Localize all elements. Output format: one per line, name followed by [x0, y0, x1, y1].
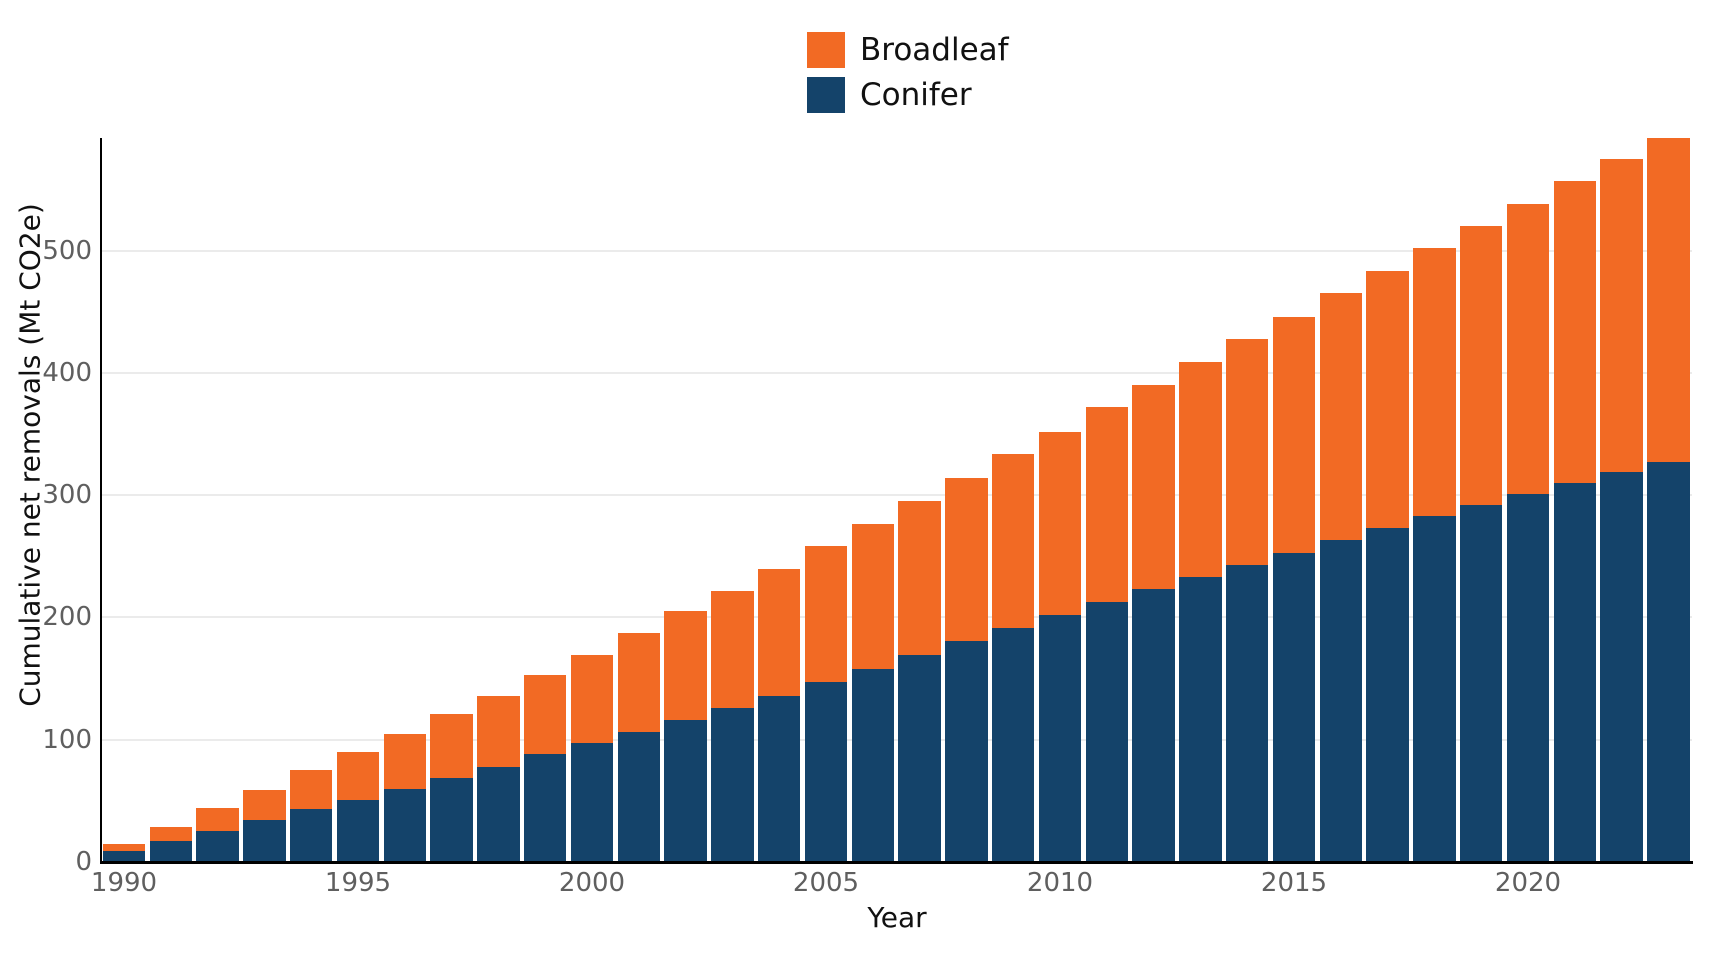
legend-item-broadleaf: Broadleaf	[807, 32, 1009, 68]
x-tick-label-2010: 2010	[1026, 868, 1094, 898]
bar-2017-broadleaf	[1366, 271, 1409, 529]
gridline-100	[101, 738, 1692, 741]
x-axis-title: Year	[867, 901, 927, 934]
x-tick-label-1990: 1990	[90, 868, 158, 898]
bar-2016-broadleaf	[1319, 293, 1363, 541]
bar-1995-broadleaf	[336, 751, 380, 800]
gridline-500	[101, 249, 1692, 252]
x-axis-line	[100, 861, 1693, 864]
bar-1990-conifer	[102, 851, 146, 862]
bar-2020-broadleaf	[1506, 204, 1550, 494]
bar-2017-conifer	[1366, 528, 1409, 862]
legend: Broadleaf Conifer	[807, 32, 1009, 113]
bar-1999-broadleaf	[523, 674, 567, 755]
bar-1995-conifer	[336, 799, 380, 862]
legend-swatch-conifer	[807, 77, 845, 113]
y-tick-label-500: 500	[42, 235, 92, 266]
bar-1994-broadleaf	[289, 770, 333, 810]
y-axis-title: Cumulative net removals (Mt CO2e)	[13, 203, 47, 707]
bar-1991-broadleaf	[149, 826, 193, 842]
y-axis-line	[100, 138, 102, 864]
bar-1997-conifer	[430, 777, 473, 862]
legend-swatch-broadleaf	[807, 32, 845, 68]
bar-2007-broadleaf	[898, 501, 941, 656]
bar-2013-broadleaf	[1179, 361, 1222, 578]
bar-2001-broadleaf	[617, 633, 661, 733]
bar-2008-broadleaf	[945, 478, 988, 641]
bar-2015-conifer	[1272, 552, 1316, 862]
bar-2014-broadleaf	[1225, 338, 1269, 565]
bar-1998-conifer	[477, 766, 520, 862]
bar-1996-broadleaf	[383, 733, 427, 789]
bar-1990-broadleaf	[102, 843, 146, 851]
bar-2019-broadleaf	[1459, 226, 1503, 505]
gridline-300	[101, 494, 1692, 497]
bar-1998-broadleaf	[477, 695, 520, 767]
gridline-400	[101, 371, 1692, 374]
bar-2009-conifer	[991, 628, 1035, 862]
legend-item-conifer: Conifer	[807, 77, 1009, 113]
y-tick-label-0: 0	[75, 847, 92, 877]
bar-2010-broadleaf	[1038, 431, 1082, 615]
bar-2002-broadleaf	[664, 611, 707, 721]
bar-2021-broadleaf	[1553, 180, 1597, 483]
bar-2005-conifer	[804, 682, 848, 862]
bar-2000-broadleaf	[570, 655, 614, 744]
bar-2012-conifer	[1132, 589, 1175, 862]
legend-label: Broadleaf	[860, 32, 1009, 68]
bar-2002-conifer	[664, 720, 707, 862]
x-tick-label-1995: 1995	[324, 868, 392, 898]
bar-2000-conifer	[570, 743, 614, 862]
x-tick-label-2020: 2020	[1494, 868, 1562, 898]
bar-2019-conifer	[1459, 504, 1503, 862]
bar-2014-conifer	[1225, 564, 1269, 862]
bar-2004-broadleaf	[757, 568, 801, 696]
bar-2005-broadleaf	[804, 546, 848, 683]
bar-1996-conifer	[383, 788, 427, 862]
bar-2018-broadleaf	[1413, 248, 1456, 516]
bar-2018-conifer	[1413, 515, 1456, 862]
bar-1992-conifer	[196, 831, 239, 862]
bar-1992-broadleaf	[196, 808, 239, 832]
bar-2001-conifer	[617, 732, 661, 862]
bar-2022-broadleaf	[1600, 158, 1643, 472]
bar-2011-conifer	[1085, 601, 1129, 862]
y-tick-label-300: 300	[42, 480, 92, 511]
bar-2009-broadleaf	[991, 453, 1035, 629]
bar-1997-broadleaf	[430, 714, 473, 778]
plot-area	[101, 138, 1692, 862]
bar-2003-conifer	[711, 707, 754, 862]
bar-2013-conifer	[1179, 577, 1222, 862]
bar-2015-broadleaf	[1272, 316, 1316, 553]
bar-1994-conifer	[289, 809, 333, 862]
y-tick-label-100: 100	[42, 724, 92, 755]
bar-2008-conifer	[945, 640, 988, 862]
bar-2010-conifer	[1038, 614, 1082, 862]
x-tick-label-2015: 2015	[1260, 868, 1328, 898]
bar-2004-conifer	[757, 695, 801, 862]
bar-2012-broadleaf	[1132, 385, 1175, 590]
gridline-200	[101, 616, 1692, 619]
bar-2023-conifer	[1647, 462, 1690, 862]
bar-2020-conifer	[1506, 493, 1550, 862]
bar-1999-conifer	[523, 754, 567, 862]
bar-2011-broadleaf	[1085, 407, 1129, 602]
bar-2016-conifer	[1319, 540, 1363, 862]
bar-2007-conifer	[898, 655, 941, 862]
bar-1993-broadleaf	[243, 789, 286, 821]
bar-2023-broadleaf	[1647, 138, 1690, 463]
bar-1993-conifer	[243, 820, 286, 862]
x-tick-label-2005: 2005	[792, 868, 860, 898]
bar-2006-broadleaf	[851, 524, 895, 669]
bar-1991-conifer	[149, 841, 193, 862]
y-tick-label-200: 200	[42, 602, 92, 633]
bar-2006-conifer	[851, 668, 895, 862]
legend-label: Conifer	[860, 77, 972, 113]
bar-2022-conifer	[1600, 471, 1643, 862]
y-tick-label-400: 400	[42, 357, 92, 388]
bar-2003-broadleaf	[711, 590, 754, 708]
x-tick-label-2000: 2000	[558, 868, 626, 898]
bar-2021-conifer	[1553, 482, 1597, 862]
